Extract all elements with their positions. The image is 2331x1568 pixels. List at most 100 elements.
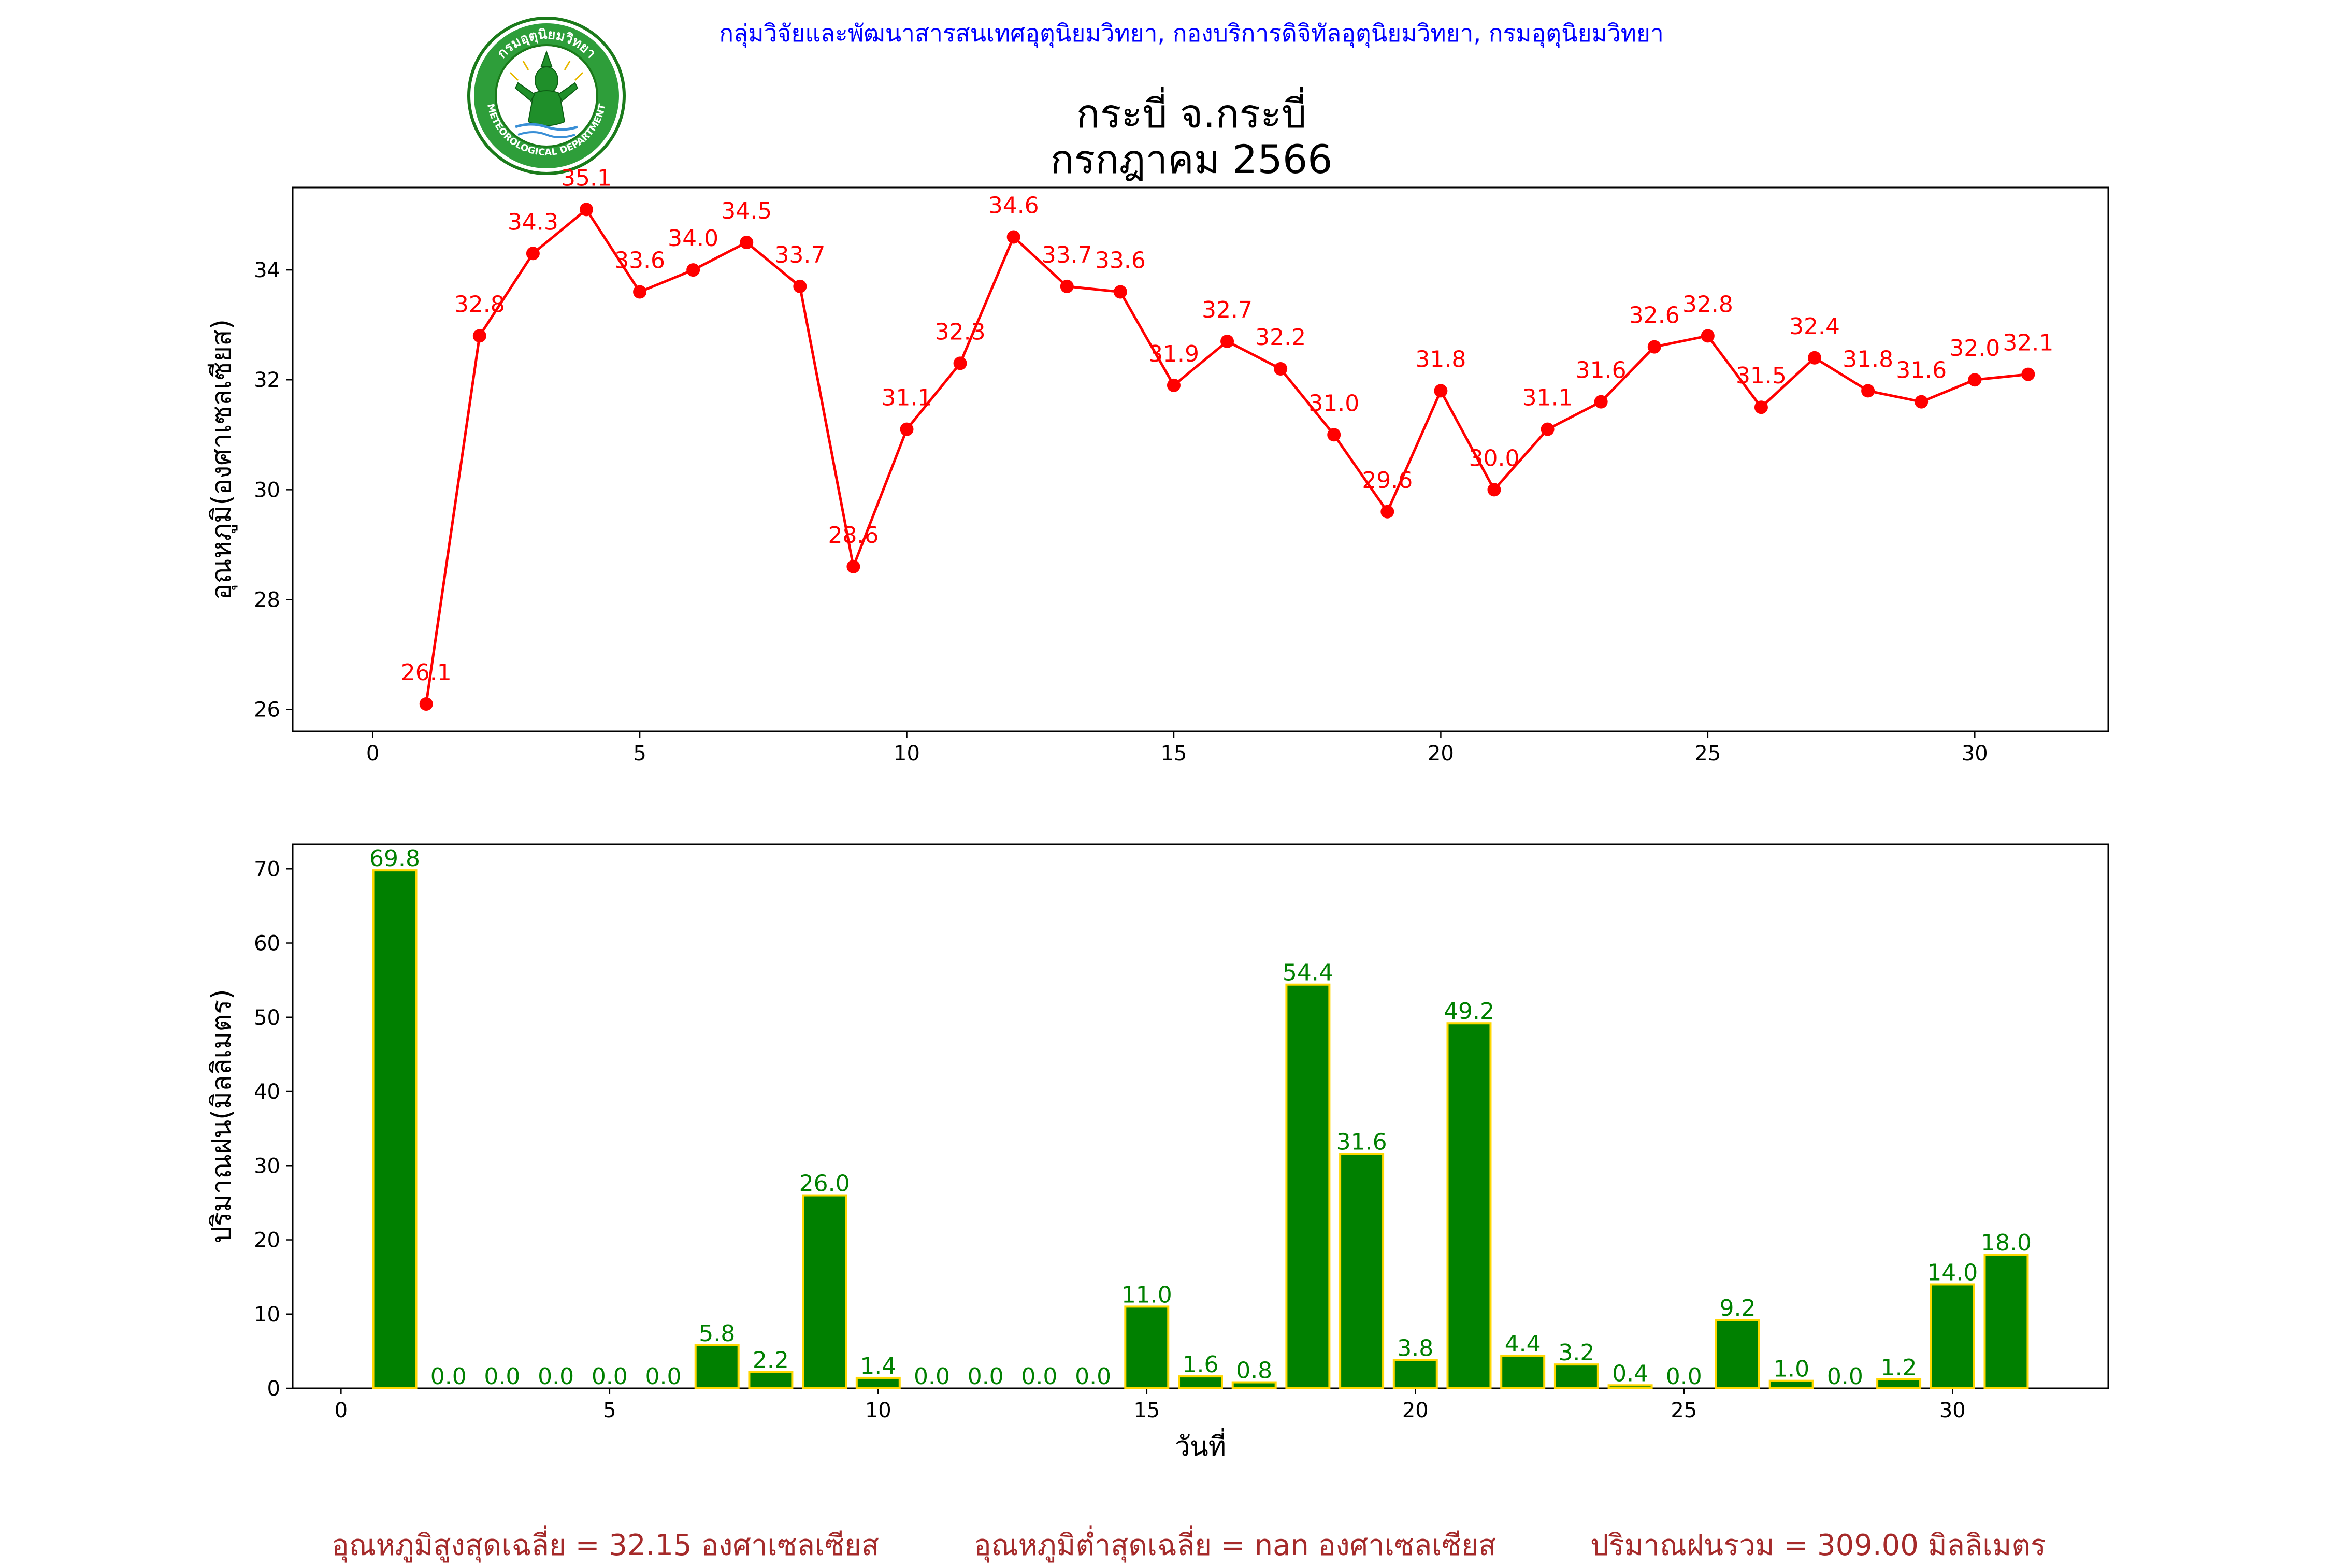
temperature-point <box>1968 373 1982 387</box>
temperature-point-label: 32.8 <box>1682 291 1733 318</box>
rain-bar-label: 69.8 <box>369 845 420 872</box>
temperature-point-label: 31.0 <box>1308 390 1359 416</box>
temperature-point-label: 34.3 <box>508 209 558 235</box>
rain-bar <box>1607 1384 1653 1389</box>
temperature-point <box>1915 395 1929 409</box>
x-tick-label: 25 <box>1694 742 1721 766</box>
temperature-point-label: 31.9 <box>1148 341 1199 367</box>
temperature-point-label: 30.0 <box>1469 445 1520 471</box>
temperature-point-label: 32.4 <box>1789 313 1840 340</box>
rain-bar-label: 9.2 <box>1719 1295 1756 1321</box>
temperature-point <box>900 422 914 436</box>
rain-bar <box>748 1371 794 1389</box>
rain-bar <box>855 1376 901 1389</box>
y-tick-label: 34 <box>254 258 280 282</box>
temperature-point-label: 31.8 <box>1843 346 1893 372</box>
rain-bar <box>1983 1254 2029 1389</box>
rain-bar <box>1553 1363 1599 1389</box>
rain-bar <box>1768 1379 1814 1389</box>
x-tick-label: 20 <box>1402 1399 1429 1422</box>
x-tick-label: 15 <box>1161 742 1187 766</box>
rain-bar <box>1178 1375 1223 1390</box>
temperature-point-label: 32.3 <box>935 319 986 345</box>
rain-bar <box>1231 1381 1277 1390</box>
temperature-line <box>425 207 2028 704</box>
rain-bar-label: 1.6 <box>1183 1351 1219 1378</box>
rain-bar <box>694 1344 740 1389</box>
y-axis-label: อุณหภูมิ(องศาเซลเซียส) <box>206 319 238 600</box>
temperature-point <box>793 279 807 293</box>
temperature-point-label: 26.1 <box>401 659 452 686</box>
total-rain-stat: ปริมาณฝนรวม = 309.00 มิลลิเมตร <box>1590 1529 2046 1562</box>
temperature-point-label: 33.7 <box>1042 242 1092 268</box>
rain-bar-label: 4.4 <box>1505 1331 1541 1357</box>
x-tick-label: 10 <box>865 1399 891 1422</box>
rain-bar-label: 0.8 <box>1236 1358 1272 1384</box>
temperature-point <box>1487 483 1501 497</box>
temperature-point-label: 28.6 <box>828 522 879 549</box>
rain-bar <box>1930 1283 1975 1390</box>
temperature-point <box>1541 422 1555 436</box>
rain-bar <box>1339 1153 1385 1389</box>
rain-bar-label: 0.0 <box>1075 1363 1111 1390</box>
rain-bar-label: 0.0 <box>484 1363 520 1390</box>
rain-bar-label: 11.0 <box>1121 1282 1172 1308</box>
period-title: กรกฎาคม 2566 <box>1050 136 1333 182</box>
rain-bar-label: 5.8 <box>699 1320 735 1347</box>
x-tick-label: 5 <box>603 1399 616 1422</box>
temperature-point-label: 35.1 <box>561 165 612 191</box>
temperature-point <box>1647 340 1661 354</box>
rain-bar-label: 26.0 <box>799 1171 850 1197</box>
temperature-point-label: 31.5 <box>1736 363 1787 389</box>
x-tick-label: 10 <box>894 742 920 766</box>
temperature-point-label: 34.6 <box>988 192 1039 219</box>
temperature-point <box>686 263 700 277</box>
y-axis-label: ปริมาณฝน(มิลลิเมตร) <box>206 989 237 1243</box>
temperature-point-label: 32.7 <box>1202 297 1253 323</box>
x-tick-label: 20 <box>1428 742 1454 766</box>
rain-bar-label: 0.0 <box>592 1363 628 1390</box>
rain-bar-label: 0.0 <box>645 1363 682 1390</box>
temperature-point <box>419 697 433 711</box>
y-tick-label: 50 <box>254 1006 280 1030</box>
rain-bar-label: 49.2 <box>1444 998 1494 1025</box>
rain-bar-label: 0.0 <box>914 1363 950 1390</box>
rain-bar <box>1876 1378 1922 1389</box>
temperature-point <box>1327 428 1341 442</box>
x-tick-label: 30 <box>1939 1399 1966 1422</box>
temperature-point <box>1060 279 1074 293</box>
y-tick-label: 40 <box>254 1080 280 1104</box>
temperature-point-label: 32.0 <box>1949 335 2000 362</box>
rain-bar-label: 0.0 <box>968 1363 1004 1390</box>
rain-bar <box>372 869 418 1390</box>
temperature-point <box>1701 329 1715 343</box>
temperature-point <box>1167 378 1181 392</box>
temperature-point <box>1113 285 1127 299</box>
station-title: กระบี่ จ.กระบี่ <box>1076 91 1307 137</box>
organization-header: กลุ่มวิจัยและพัฒนาสารสนเทศอุตุนิยมวิทยา,… <box>719 19 1664 47</box>
y-tick-label: 60 <box>254 932 280 956</box>
rain-bar-label: 14.0 <box>1927 1259 1978 1286</box>
plot-frame <box>292 186 2109 732</box>
x-tick-label: 0 <box>335 1399 348 1422</box>
rain-bar-label: 1.0 <box>1773 1356 1809 1383</box>
rain-bar-label: 0.0 <box>430 1363 467 1390</box>
temperature-point <box>472 329 486 343</box>
y-tick-label: 30 <box>254 478 280 502</box>
temperature-point <box>1006 230 1020 244</box>
temperature-point-label: 29.6 <box>1362 467 1413 494</box>
temperature-point-label: 32.6 <box>1629 303 1680 329</box>
rain-bar-label: 1.2 <box>1881 1355 1917 1381</box>
y-tick-label: 32 <box>254 368 280 392</box>
temperature-point <box>740 236 754 250</box>
temperature-point <box>1861 384 1875 398</box>
temperature-point-label: 31.6 <box>1576 357 1627 384</box>
rain-bar-label: 0.0 <box>1021 1363 1057 1390</box>
rain-bar <box>1446 1022 1492 1389</box>
rain-bar-label: 3.8 <box>1397 1335 1433 1362</box>
temperature-point-label: 31.1 <box>882 385 932 411</box>
rainfall-chart: 0 5 10 15 20 25 30 0 10 20 30 40 50 60 70 ปริมาณฝน(มิลล… <box>206 843 2109 1462</box>
temperature-point <box>1220 334 1234 348</box>
temperature-point-label: 34.0 <box>668 225 718 252</box>
